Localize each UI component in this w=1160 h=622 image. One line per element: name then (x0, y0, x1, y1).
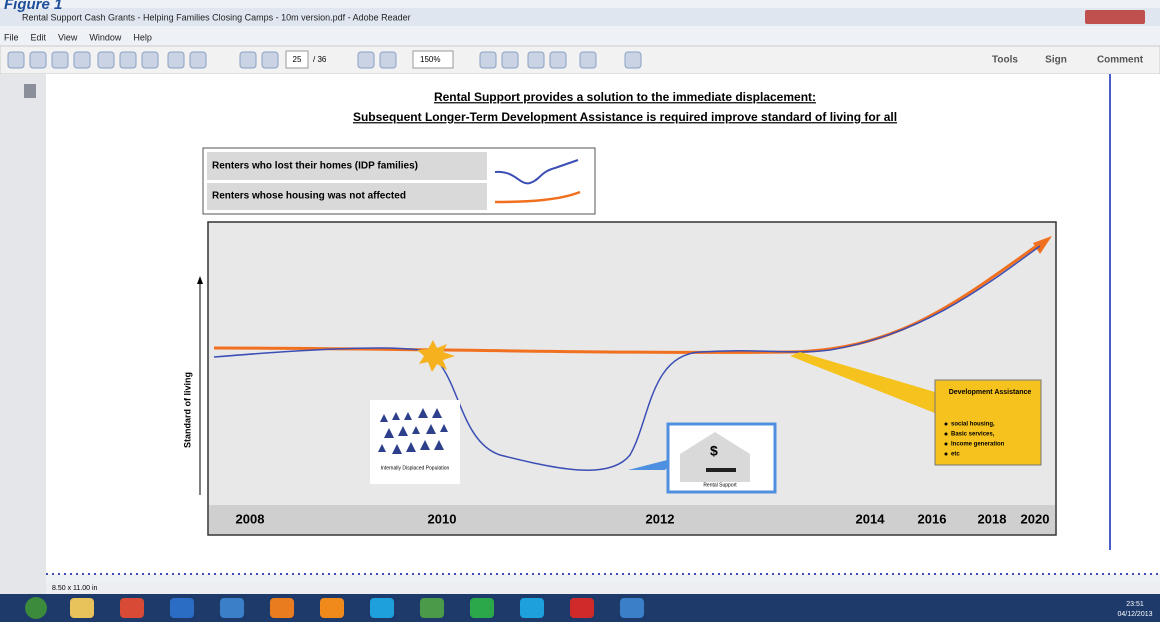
bullet (945, 433, 948, 436)
status-bar (46, 582, 1160, 594)
year-label: 2018 (978, 511, 1007, 526)
menu-item[interactable]: File (4, 32, 19, 42)
toolbar-button[interactable] (120, 52, 136, 68)
toolbar-action[interactable]: Tools (992, 55, 1018, 66)
taskbar-app[interactable] (370, 598, 394, 618)
toolbar-button[interactable] (528, 52, 544, 68)
toolbar-button[interactable] (8, 52, 24, 68)
zoom-level: 150% (420, 55, 440, 64)
toolbar-button[interactable] (142, 52, 158, 68)
taskbar-app[interactable] (620, 598, 644, 618)
toolbar-button[interactable] (98, 52, 114, 68)
heading-line: Rental Support provides a solution to th… (434, 90, 816, 104)
taskbar-app[interactable] (270, 598, 294, 618)
rental-caption: Rental Support (703, 482, 737, 488)
toolbar-button[interactable] (190, 52, 206, 68)
taskbar-app[interactable] (220, 598, 244, 618)
bullet (945, 423, 948, 426)
pages-panel-icon[interactable] (24, 84, 36, 98)
idp-box (370, 400, 460, 484)
toolbar-button[interactable] (240, 52, 256, 68)
toolbar-button[interactable] (550, 52, 566, 68)
toolbar-button[interactable] (580, 52, 596, 68)
year-label: 2016 (918, 511, 947, 526)
toolbar-button[interactable] (168, 52, 184, 68)
toolbar-button[interactable] (502, 52, 518, 68)
year-label: 2010 (428, 511, 457, 526)
development-item: etc (951, 452, 960, 458)
menu-item[interactable]: Help (133, 32, 152, 42)
taskbar-app[interactable] (520, 598, 544, 618)
taskbar-app[interactable] (570, 598, 594, 618)
menu-item[interactable]: Window (89, 32, 122, 42)
toolbar-button[interactable] (480, 52, 496, 68)
page-number: 25 (293, 55, 302, 64)
screenshot: Figure 1 Rental Support Cash Grants - He… (0, 0, 1160, 622)
development-item: Income generation (951, 442, 1005, 448)
taskbar-app[interactable] (320, 598, 344, 618)
page-size: 8.50 x 11.00 in (52, 585, 98, 592)
toolbar-action[interactable]: Sign (1045, 55, 1067, 66)
page-count: / 36 (313, 55, 327, 64)
dollar-sign: $ (710, 443, 718, 459)
taskbar-app[interactable] (420, 598, 444, 618)
idp-caption: Internally Displaced Population (381, 465, 450, 471)
menu-item[interactable]: Edit (31, 32, 47, 42)
legend-label: Renters who lost their homes (IDP famili… (212, 161, 418, 172)
toolbar-button[interactable] (30, 52, 46, 68)
window-title: Rental Support Cash Grants - Helping Fam… (22, 12, 411, 22)
y-axis-label: Standard of living (182, 372, 192, 448)
menu-item[interactable]: View (58, 32, 78, 42)
taskbar-app[interactable] (120, 598, 144, 618)
year-label: 2020 (1021, 511, 1050, 526)
development-item: social housing, (951, 422, 995, 428)
toolbar-button[interactable] (380, 52, 396, 68)
taskbar-app[interactable] (70, 598, 94, 618)
people-row (706, 468, 736, 472)
body: Figure 1 Rental Support Cash Grants - He… (0, 0, 1160, 622)
year-label: 2008 (236, 511, 265, 526)
clock-date: 04/12/2013 (1117, 611, 1152, 618)
legend-label: Renters whose housing was not affected (212, 191, 406, 202)
toolbar-button[interactable] (625, 52, 641, 68)
taskbar-app[interactable] (170, 598, 194, 618)
window-controls[interactable] (1085, 10, 1145, 24)
clock-time: 23:51 (1126, 601, 1144, 608)
diagram-frame (208, 222, 1056, 535)
toolbar-button[interactable] (358, 52, 374, 68)
development-title: Development Assistance (949, 389, 1032, 396)
figure-label: Figure 1 (4, 0, 62, 13)
bullet (945, 453, 948, 456)
toolbar-button[interactable] (52, 52, 68, 68)
toolbar-action[interactable]: Comment (1097, 55, 1144, 66)
toolbar-button[interactable] (74, 52, 90, 68)
bullet (945, 443, 948, 446)
toolbar-button[interactable] (262, 52, 278, 68)
page: Adobe Reader screenshot {"figure_label":… (0, 0, 1160, 622)
start-button[interactable] (25, 597, 47, 619)
heading-line: Subsequent Longer-Term Development Assis… (353, 110, 897, 124)
sidebar (0, 74, 46, 594)
taskbar-app[interactable] (470, 598, 494, 618)
year-label: 2014 (856, 511, 886, 526)
year-label: 2012 (646, 511, 675, 526)
development-item: Basic services, (951, 432, 995, 438)
